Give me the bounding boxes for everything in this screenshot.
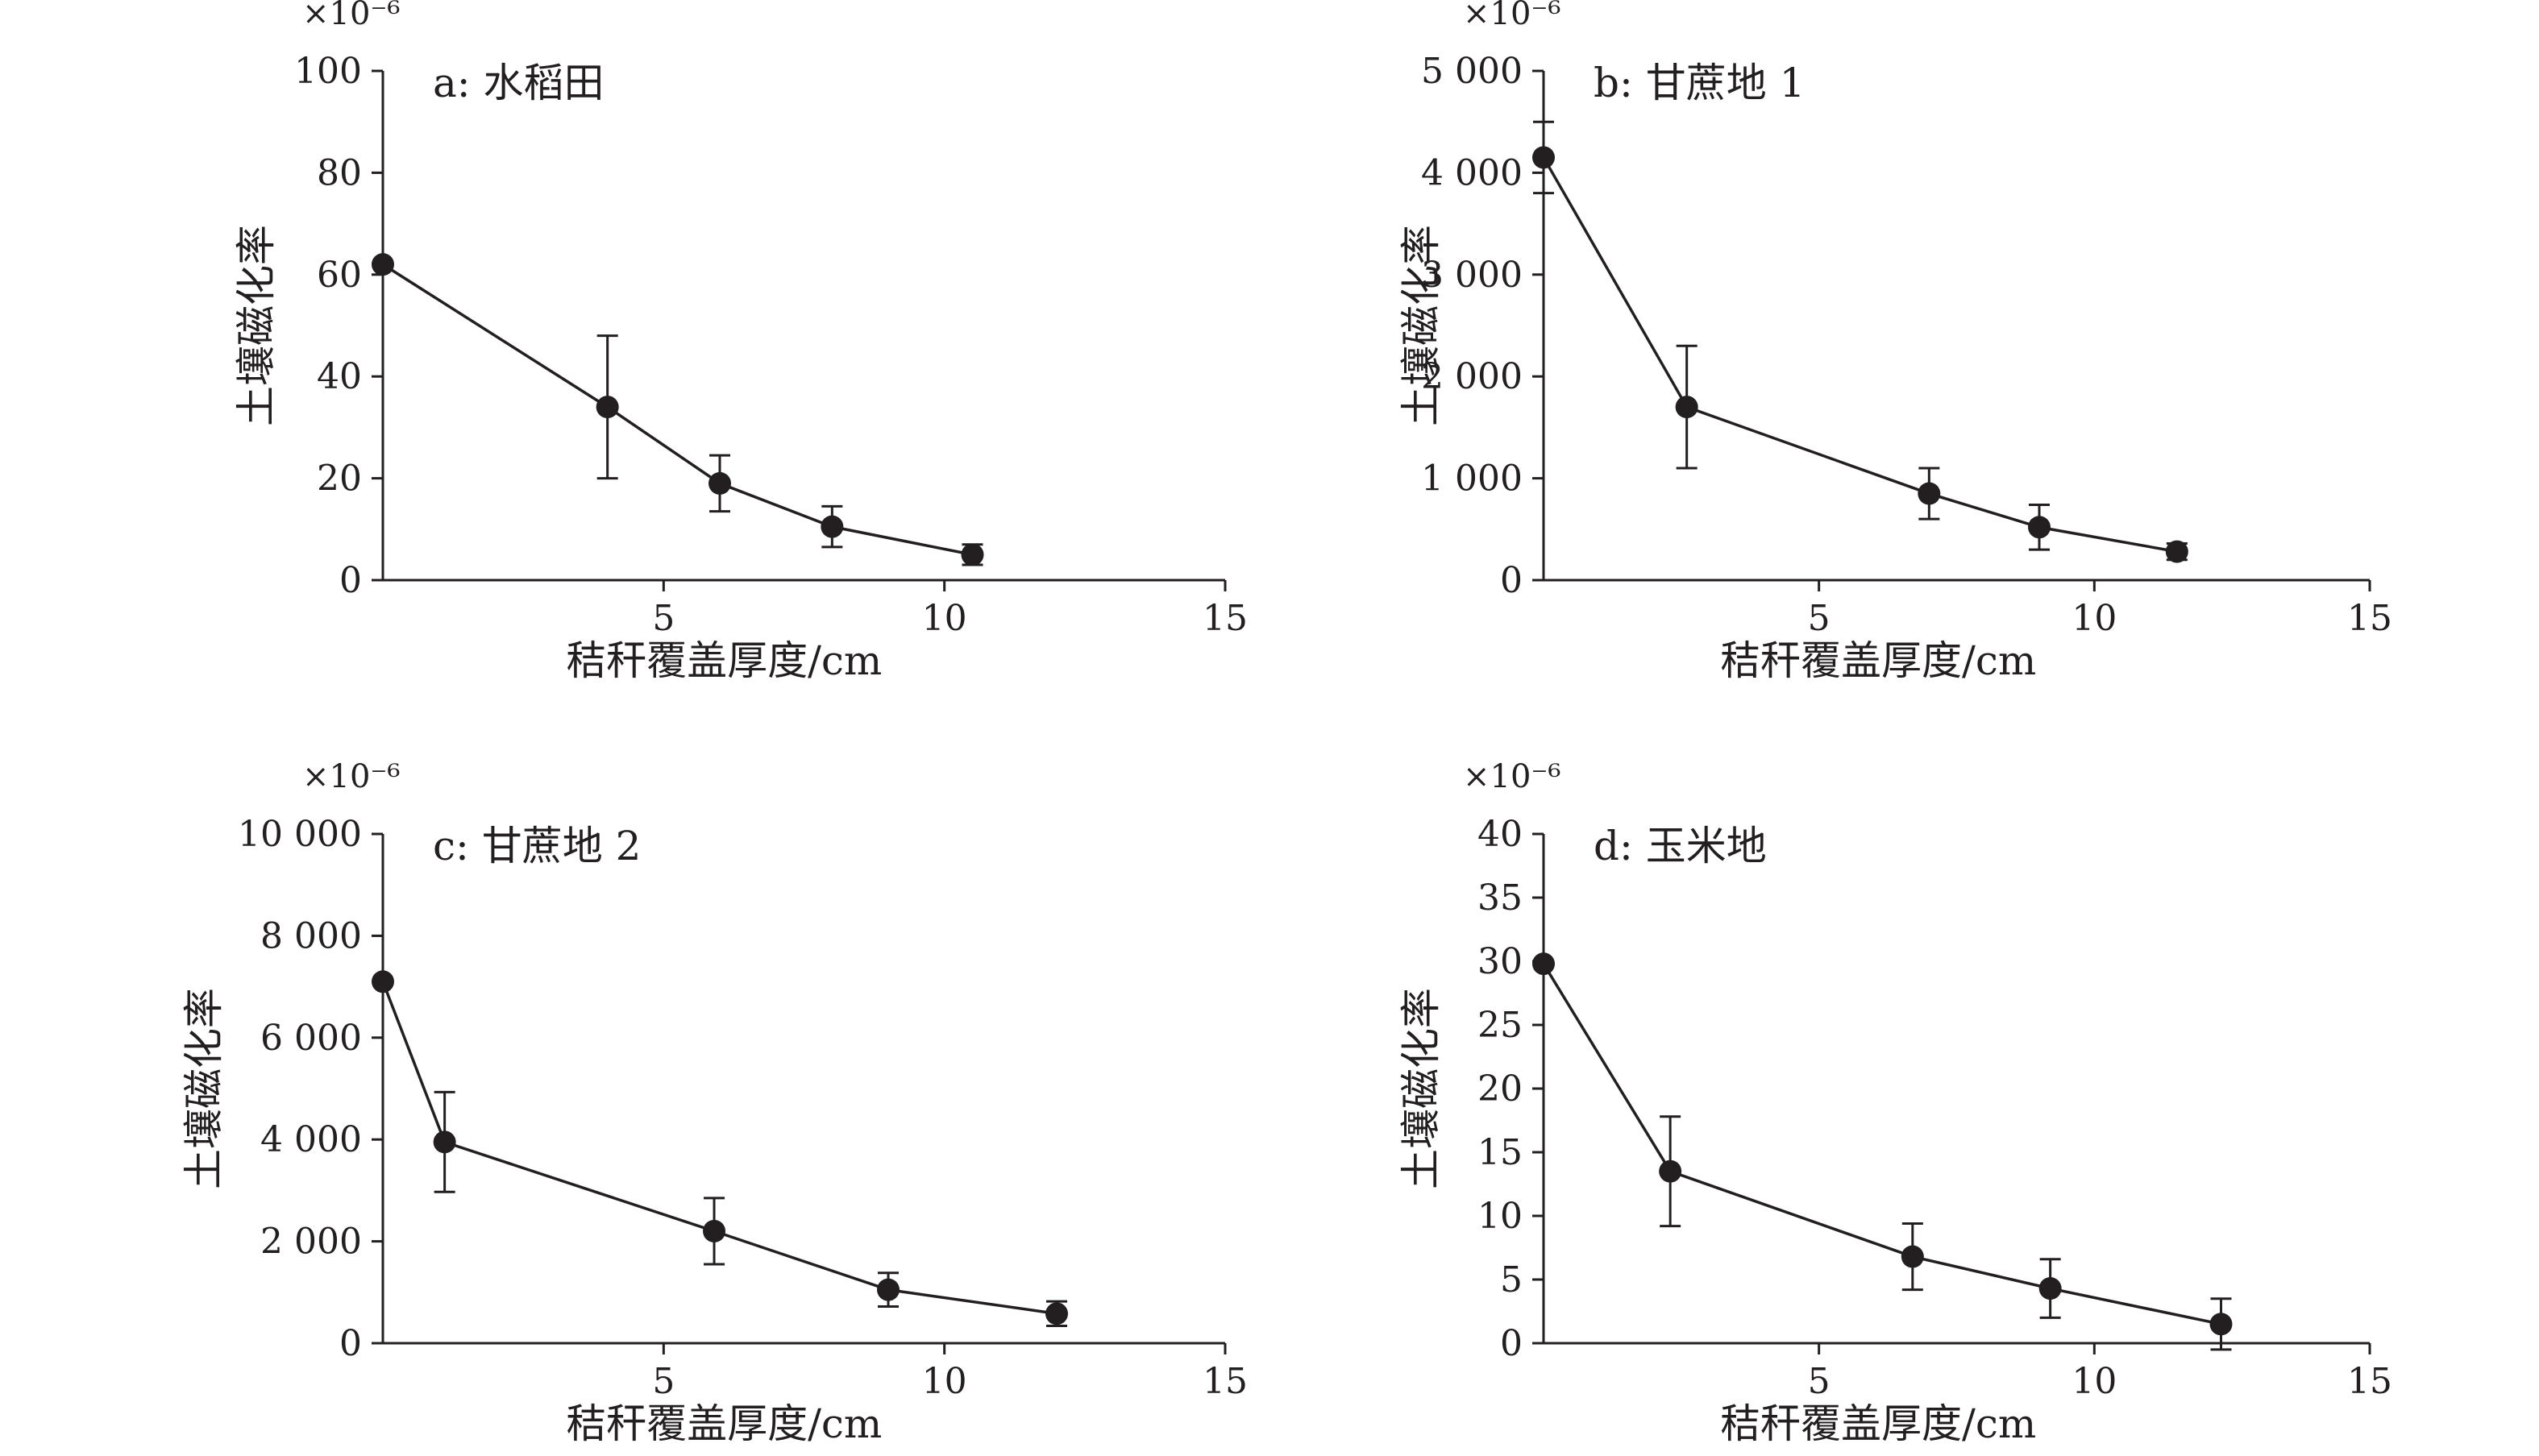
x-tick-label: 10 (2072, 598, 2117, 639)
data-point (1659, 1159, 1682, 1183)
y-tick-label: 25 (1477, 1005, 1523, 1046)
y-tick-label: 40 (1477, 814, 1523, 855)
chart-panel-d: 0 5 10 15 20 25 30 35 40 5 10 15 秸秆覆盖厚度/cm 土壤磁化率 ×10⁻⁶… (1398, 758, 2392, 1447)
chart-panel-a: 0 20 40 60 80 100 5 10 15 秸秆覆盖厚度/cm 土壤磁化率 ×10⁻⁶ a: 水… (233, 0, 1248, 684)
series-line (382, 263, 973, 557)
data-point (961, 543, 984, 566)
data-point (596, 396, 619, 419)
x-tick-label: 5 (652, 1361, 675, 1402)
data-point (1901, 1245, 1924, 1268)
data-point (2209, 1313, 2233, 1336)
scale-label: ×10⁻⁶ (302, 0, 401, 32)
y-tick-label: 8 000 (260, 915, 362, 956)
data-point (2165, 540, 2188, 563)
x-axis-title: 秸秆覆盖厚度/cm (566, 1400, 882, 1447)
data-point (2028, 516, 2051, 539)
x-tick-label: 15 (1203, 1361, 1248, 1402)
data-point (433, 1130, 456, 1154)
chart-panel-b: 0 1 000 2 000 3 000 4 000 5 000 5 10 15 秸秆覆盖厚度/cm… (1398, 0, 2392, 684)
y-tick-label: 2 000 (1421, 356, 1523, 397)
data-point (1675, 396, 1698, 419)
data-point (1045, 1302, 1068, 1325)
series-line (1542, 963, 2221, 1326)
y-tick-label: 35 (1477, 877, 1523, 919)
x-tick-label: 15 (1203, 598, 1248, 639)
x-axis-title: 秸秆覆盖厚度/cm (1720, 637, 2036, 684)
y-tick-label: 30 (1477, 941, 1523, 982)
data-point (1532, 146, 1555, 169)
x-axis-title: 秸秆覆盖厚度/cm (1720, 1400, 2036, 1447)
x-tick-label: 15 (2347, 598, 2392, 639)
y-tick-label: 0 (339, 1323, 362, 1364)
data-point (372, 253, 394, 276)
y-tick-label: 1 000 (1421, 458, 1523, 500)
y-tick-label: 0 (1500, 1323, 1523, 1364)
panel-label: a: 水稻田 (433, 60, 605, 106)
panel-label: b: 甘蔗地 1 (1594, 60, 1805, 106)
data-point (2038, 1277, 2062, 1300)
y-tick-label: 5 (1500, 1259, 1523, 1300)
y-tick-label: 10 000 (238, 814, 362, 855)
x-axis-title: 秸秆覆盖厚度/cm (566, 637, 882, 684)
data-point (703, 1219, 726, 1242)
y-tick-label: 4 000 (1421, 152, 1523, 193)
y-tick-label: 2 000 (260, 1222, 362, 1263)
x-tick-label: 5 (652, 598, 675, 639)
data-point (709, 471, 731, 495)
x-tick-label: 5 (1808, 1361, 1830, 1402)
scale-label: ×10⁻⁶ (1463, 758, 1561, 795)
y-axis-title: 土壤磁化率 (1398, 988, 1444, 1189)
y-tick-label: 6 000 (260, 1018, 362, 1059)
chart-panel-c: 0 2 000 4 000 6 000 8 000 10 000 5 10 15 秸秆覆盖厚度/c… (181, 758, 1248, 1447)
panel-label: c: 甘蔗地 2 (433, 823, 641, 869)
y-tick-label: 20 (1477, 1068, 1523, 1110)
data-point (821, 515, 844, 538)
scale-label: ×10⁻⁶ (1463, 0, 1561, 32)
data-point (1918, 482, 1941, 505)
x-tick-label: 10 (922, 1361, 967, 1402)
y-tick-label: 80 (317, 152, 362, 193)
series-line (1542, 156, 2178, 554)
data-point (372, 970, 394, 993)
y-tick-label: 5 000 (1421, 51, 1523, 92)
y-tick-label: 10 (1477, 1196, 1523, 1237)
y-tick-label: 100 (294, 51, 362, 92)
y-axis-title: 土壤磁化率 (181, 988, 227, 1189)
scale-label: ×10⁻⁶ (302, 758, 401, 795)
y-axis-title: 土壤磁化率 (1398, 225, 1444, 426)
y-tick-label: 4 000 (260, 1119, 362, 1160)
y-tick-label: 0 (339, 560, 362, 601)
x-tick-label: 15 (2347, 1361, 2392, 1402)
y-tick-label: 3 000 (1421, 255, 1523, 296)
x-tick-label: 10 (2072, 1361, 2117, 1402)
data-point (877, 1278, 900, 1301)
y-tick-label: 15 (1477, 1132, 1523, 1173)
x-tick-label: 10 (922, 598, 967, 639)
y-tick-label: 60 (317, 255, 362, 296)
y-tick-label: 20 (317, 458, 362, 500)
y-axis-title: 土壤磁化率 (233, 225, 280, 426)
y-tick-label: 40 (317, 356, 362, 397)
x-tick-label: 5 (1808, 598, 1830, 639)
data-point (1532, 952, 1555, 976)
y-tick-label: 0 (1500, 560, 1523, 601)
panel-label: d: 玉米地 (1594, 823, 1767, 869)
